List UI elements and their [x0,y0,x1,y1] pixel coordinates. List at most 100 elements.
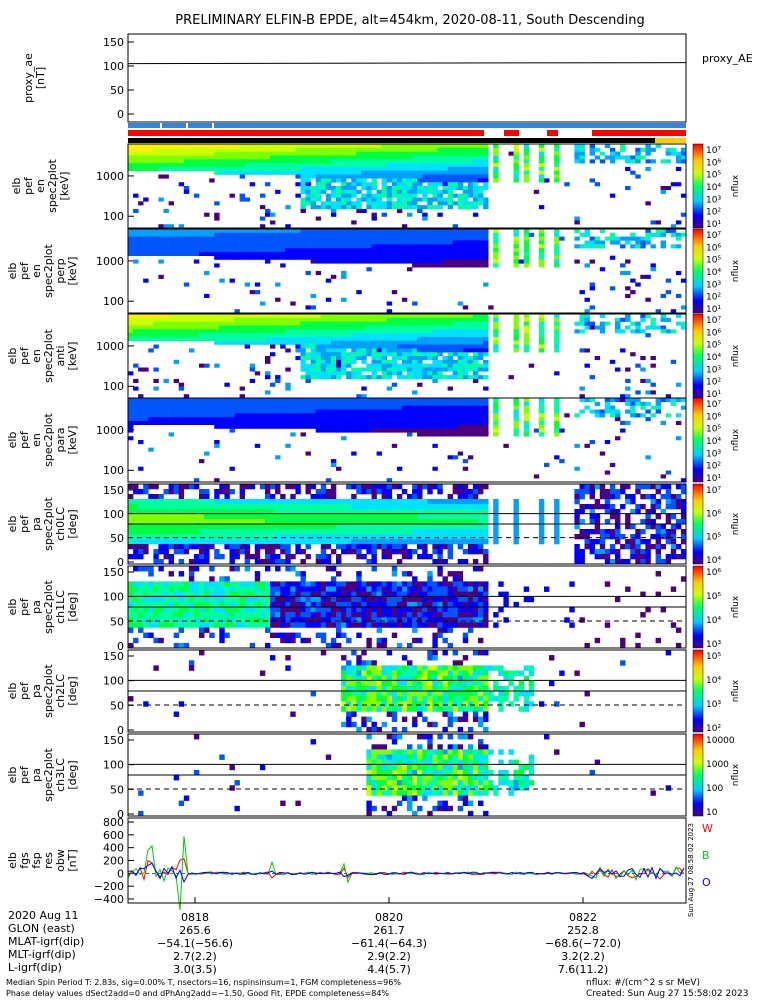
spectrogram-2-cell [584,309,590,314]
spectrogram-3-cell [478,344,484,349]
spectrogram-3-cell [183,325,190,330]
spectrogram-1-cell [665,186,672,191]
spectrogram-1-cell [396,201,403,206]
pitch-panel-5-cell [275,539,281,545]
spectrogram-3-cell [381,321,387,326]
spectrogram-4-cell [371,409,377,414]
spectrogram-3-cell [320,325,327,330]
spectrogram-1-cell [457,151,464,156]
spectrogram-1-cell [401,155,408,160]
pitch-panel-5-cell [143,499,149,505]
spectrogram-1-cell [462,163,469,168]
spectrogram-4-cell [133,420,139,425]
spectrogram-1-cell [265,212,271,217]
spectrogram-4-cell [249,413,256,418]
spectrogram-4-cell [224,405,230,410]
panel-7-ylabel-5: [deg] [66,676,79,705]
spectrogram-4-cell [158,401,164,406]
pitch-panel-5-cell [224,524,230,530]
spectrogram-4-cell [320,417,327,422]
spectrogram-1-cell [254,155,261,160]
pitch-panel-5-cell [280,539,286,545]
pitch-panel-5-cell [153,519,159,525]
pitch-panel-5-cell [432,524,438,530]
spectrogram-2-cell [295,244,301,249]
spectrogram-4-cell [158,405,164,410]
pitch-panel-5-cell [437,519,443,525]
spectrogram-2-cell [467,251,474,256]
spectrogram-3-cell [427,329,433,334]
spectrogram-1-cell [447,197,453,202]
spectrogram-1-cell [650,147,656,152]
pitch-panel-5-cell [341,534,347,540]
pitch-panel-5-cell [168,519,174,525]
spectrogram-1-cell [193,147,200,152]
spectrogram-3-cell [432,378,438,383]
pitch-panel-5-cell [675,494,682,500]
spectrogram-4-cell [523,401,530,406]
spectrogram-4-cell [280,405,286,410]
spectrogram-1-cell [366,144,372,149]
spectrogram-3-cell [452,333,459,338]
spectrogram-2-cell [417,263,423,268]
spectrogram-1-cell [356,178,362,183]
spectrogram-2-cell [305,229,311,234]
spectrogram-3-cell [407,336,413,341]
pitch-panel-5-cell [386,534,393,540]
pitch-panel-5-cell [158,534,164,540]
spectrogram-4-cell [315,420,322,425]
spectrogram-1-cell [391,170,398,175]
spectrogram-1-cell [533,189,540,194]
spectrogram-2-cell [280,244,286,249]
spectrogram-3-cell [270,333,276,338]
spectrogram-1-cell [310,166,316,171]
spectrogram-2-cell [204,240,210,245]
spectrogram-4-cell [483,398,489,403]
spectrogram-2-cell [381,259,387,264]
pitch-panel-5-cell [447,554,453,560]
spectrogram-1-cell [376,163,382,168]
spectrogram-1-cell [330,144,337,149]
pitch-panel-5-cell [417,514,423,520]
spectrogram-3-cell [401,336,408,341]
spectrogram-3-cell [391,336,398,341]
status-bar-red-gap-0 [484,130,504,136]
spectrogram-3-cell [325,340,332,345]
spectrogram-1-cell [315,155,322,160]
spectrogram-3-cell [371,348,377,353]
spectrogram-2-cell [432,259,438,264]
spectrogram-4-cell [533,428,540,433]
spectrogram-1-cell [280,151,286,156]
pitch-panel-5-cell [417,529,423,535]
pitch-panel-5-cell [655,549,661,555]
pitch-panel-5-cell [381,539,387,545]
spectrogram-2-cell [386,232,393,237]
spectrogram-3-cell [417,336,423,341]
spectrogram-2-cell [148,248,154,253]
spectrogram-3-cell [457,336,464,341]
pitch-panel-5-cell [366,509,372,515]
spectrogram-1-cell [224,159,230,164]
pitch-panel-5-cell [199,534,205,540]
spectrogram-3-cell [447,386,453,391]
spectrogram-4-cell [336,401,342,406]
spectrogram-4-cell [366,405,372,410]
spectrogram-4-cell [462,405,469,410]
pitch-panel-5-cell [589,529,595,535]
spectrogram-2-cell [447,232,453,237]
spectrogram-2-cell [432,248,438,253]
pitch-panel-5-cell [396,504,403,510]
pitch-panel-5-cell [417,494,423,500]
spectrogram-1-cell [199,163,205,168]
spectrogram-1-cell [381,205,387,210]
spectrogram-3-cell [609,359,616,364]
pitch-panel-5-cell [493,504,499,510]
spectrogram-4-cell [615,398,621,403]
pitch-panel-5-cell [361,539,367,545]
spectrogram-1-cell [239,197,245,202]
spectrogram-3-cell [422,367,428,372]
spectrogram-2-cell [574,236,580,241]
spectrogram-1-cell [361,178,367,183]
